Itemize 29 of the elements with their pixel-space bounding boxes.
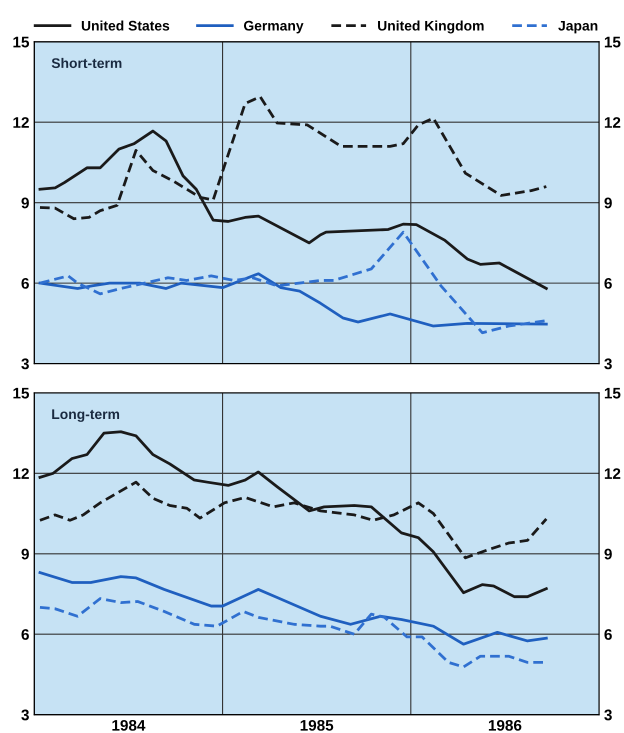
y2-tick-label: 6 [604,629,612,640]
y2-tick-label: 9 [604,548,612,560]
y-tick-label: 9 [21,548,29,560]
y-tick-label: 6 [22,278,29,289]
y2-tick-label: 15 [604,36,620,48]
y-tick-label: 15 [13,388,30,399]
y-tick-label: 9 [21,198,29,208]
y-tick-label: 12 [13,117,29,128]
annotation: Short-term [52,58,122,68]
y-tick-label: 3 [21,710,29,720]
legend-label: United Kingdom [378,20,484,34]
y2-tick-label: 12 [604,117,620,128]
x-tick-label: 1986 [488,720,522,731]
legend-label: Germany [244,20,304,34]
y-tick-label: 3 [21,358,29,370]
y2-tick-label: 12 [604,468,620,479]
y2-tick-label: 3 [604,358,612,370]
y-tick-label: 6 [22,629,29,640]
annotation: Long-term [52,409,120,422]
y-tick-label: 12 [13,468,29,479]
legend-label: United States [82,20,170,31]
y2-tick-label: 3 [604,710,612,720]
y2-tick-label: 15 [604,388,620,399]
x-tick-label: 1984 [112,720,146,731]
x-tick-label: 1985 [300,720,334,731]
y2-tick-label: 9 [604,198,612,208]
y2-tick-label: 6 [604,278,612,289]
y-tick-label: 15 [13,36,30,48]
legend-label: Japan [558,20,598,34]
